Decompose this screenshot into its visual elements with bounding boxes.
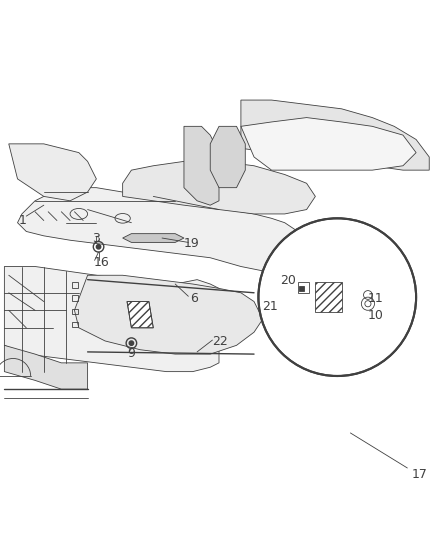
Bar [72, 309, 78, 314]
Polygon shape [74, 275, 263, 354]
Bar [72, 282, 78, 287]
Polygon shape [4, 266, 219, 372]
Polygon shape [123, 161, 315, 214]
Polygon shape [4, 345, 88, 389]
Polygon shape [184, 126, 219, 205]
Polygon shape [241, 118, 416, 170]
Polygon shape [18, 188, 307, 271]
Text: 22: 22 [212, 335, 228, 349]
Polygon shape [123, 233, 184, 243]
Polygon shape [315, 282, 342, 312]
Bar [72, 322, 78, 327]
Text: 16: 16 [94, 256, 110, 269]
Text: 9: 9 [127, 347, 135, 360]
Text: 21: 21 [262, 300, 278, 313]
Bar [298, 282, 309, 293]
Polygon shape [9, 144, 96, 201]
Text: 11: 11 [368, 292, 384, 304]
Bar [299, 286, 304, 292]
Text: 10: 10 [368, 309, 384, 322]
Text: 20: 20 [280, 274, 296, 287]
Text: 6: 6 [191, 292, 198, 304]
Circle shape [96, 245, 101, 249]
Text: 17: 17 [412, 468, 427, 481]
Circle shape [258, 219, 416, 376]
Circle shape [129, 341, 134, 345]
Text: 1: 1 [18, 214, 26, 227]
Text: 3: 3 [92, 231, 100, 245]
Polygon shape [210, 126, 245, 188]
Polygon shape [127, 302, 153, 328]
Bar [72, 295, 78, 301]
Text: 19: 19 [184, 237, 200, 250]
Polygon shape [241, 100, 429, 170]
